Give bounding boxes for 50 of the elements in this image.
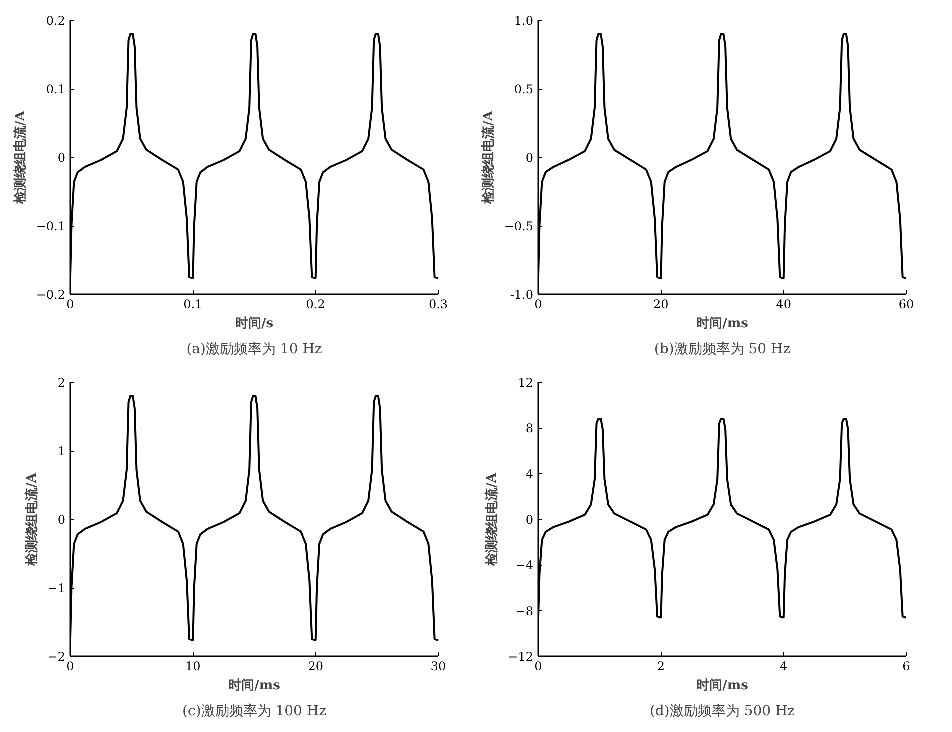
x-tick-label: 2 [657,660,665,674]
y-tick-label: −1 [48,582,66,596]
x-tick-label: 0.1 [184,298,203,312]
text: (b)激励频率为 50 Hz [654,342,791,358]
y-tick-label: 0 [58,513,66,527]
y-axis-title: 检测绕组电流/A [24,472,40,567]
y-tick-label: −4 [516,558,534,573]
y-tick-label: -1.0 [510,288,534,302]
y-tick-label: 0 [526,151,534,165]
y-tick-label: −8 [516,604,534,618]
y-tick-label: −12 [508,650,534,664]
y-tick-label: −0.5 [504,220,534,234]
x-tick-label: 30 [430,660,446,674]
y-tick-label: 0.1 [46,82,66,96]
y-tick-label: 0.5 [514,82,534,96]
x-tick-label: 0.2 [306,298,326,312]
y-tick-label: 0 [58,151,66,165]
y-tick-label: 0.2 [46,14,66,28]
x-tick-label: 20 [654,298,669,312]
y-axis-title: 检测绕组电流/A [12,110,28,205]
x-tick-label: 0.3 [428,298,448,312]
x-tick-label: 0 [534,298,542,312]
x-tick-label: 10 [186,660,201,674]
y-tick-label: 4 [526,467,534,482]
y-tick-label: 2 [58,376,66,390]
x-tick-label: 6 [902,660,910,674]
y-axis-title: 检测绕组电流/A [484,472,500,567]
x-tick-label: 0 [66,298,74,312]
text: (c)激励频率为 100 Hz [182,704,326,720]
x-axis-title: 时间/ms [696,316,748,332]
y-tick-label: 0 [526,513,534,527]
y-tick-label: 12 [518,376,534,390]
y-tick-label: 8 [526,422,534,436]
y-tick-label: −2 [48,650,66,664]
y-tick-label: 1.0 [514,14,534,28]
x-axis-title: 时间/ms [228,678,280,694]
x-tick-label: 40 [776,298,792,312]
x-tick-label: 0 [534,660,542,674]
y-axis-title: 检测绕组电流/A [480,110,496,205]
x-tick-label: 20 [308,660,324,674]
y-tick-label: −0.2 [36,288,66,302]
x-tick-label: 0 [66,660,74,674]
x-axis-title: 时间/ms [696,678,748,694]
x-tick-label: 4 [780,660,788,674]
x-axis-title: 时间/s [235,316,274,332]
y-tick-label: 1 [58,444,66,458]
y-tick-label: −0.1 [36,220,66,234]
x-tick-label: 60 [898,298,914,312]
text: (d)激励频率为 500 Hz [650,704,796,720]
text: (a)激励频率为 10 Hz [186,342,322,358]
